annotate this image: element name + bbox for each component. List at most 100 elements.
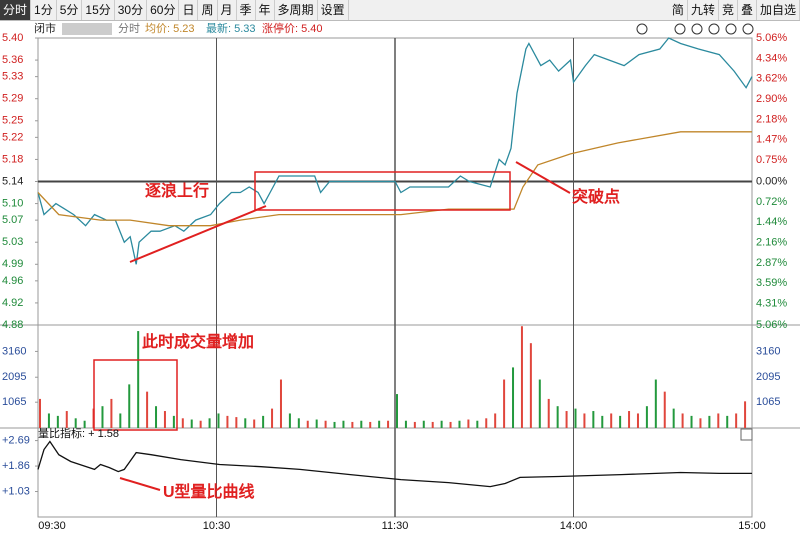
volume-bar — [467, 419, 470, 428]
arrow — [129, 205, 267, 263]
y2-tick-label: 0.00% — [756, 175, 787, 187]
volume-bar — [351, 421, 354, 428]
y2-tick-label: 5.06% — [756, 32, 787, 44]
volume-bar — [699, 418, 702, 428]
limit-price: 涨停价: 5.40 — [262, 21, 323, 35]
y-tick-label: 4.99 — [2, 258, 23, 270]
volume-bar — [449, 421, 452, 428]
volume-bar — [244, 418, 247, 428]
avg-price: 均价: 5.23 — [145, 22, 195, 35]
y2-tick-label: 3.59% — [756, 277, 787, 289]
tab[interactable]: 叠 — [738, 0, 757, 20]
volume-bar — [396, 394, 398, 428]
y2-tick-label: 4.34% — [756, 52, 787, 64]
volume-bar — [172, 415, 175, 428]
y-tick-label: 5.36 — [2, 54, 23, 66]
y-tick-label: 5.29 — [2, 93, 23, 105]
volume-bar — [690, 415, 693, 428]
volume-bar — [744, 401, 747, 428]
y2-tick-label: 1.47% — [756, 134, 787, 146]
y2-tick-label: 2.18% — [756, 114, 787, 126]
y-tick-label: 4.96 — [2, 275, 23, 287]
toolbar-right: 简九转竞叠加自选 — [669, 0, 800, 20]
status: 闭市 — [34, 21, 56, 35]
y2-tick-label: 0.75% — [756, 154, 787, 166]
volume-bar — [663, 391, 666, 428]
volume-bar — [74, 418, 77, 428]
volume-bar — [574, 408, 577, 428]
volume-bar — [217, 413, 220, 428]
volume-bar — [360, 420, 363, 428]
volume-bar — [333, 421, 336, 428]
tab[interactable]: 周 — [198, 0, 218, 20]
volume-bar — [369, 421, 372, 428]
y-tick-label: 1065 — [2, 396, 26, 408]
y-tick-label: 5.03 — [2, 236, 23, 248]
volume-bar — [181, 418, 184, 428]
tab[interactable]: 30分 — [115, 0, 148, 20]
volume-bar — [708, 415, 711, 428]
last-price: 最新: 5.33 — [206, 21, 256, 35]
volume-bar — [431, 421, 434, 428]
tab[interactable]: 多周期 — [275, 0, 318, 20]
volume-bar — [583, 413, 586, 428]
tab[interactable]: 日 — [179, 0, 199, 20]
y-tick-label: +1.86 — [2, 460, 30, 472]
tab[interactable]: 月 — [218, 0, 237, 20]
volume-bar — [342, 420, 345, 428]
tab[interactable]: 加自选 — [757, 0, 800, 20]
volume-bar — [155, 406, 158, 428]
annotation: 此时成交量增加 — [142, 332, 254, 351]
volume-bar — [56, 415, 59, 428]
volume-bar — [440, 420, 443, 428]
tab[interactable]: 简 — [669, 0, 688, 20]
y2-tick-label: 3.62% — [756, 73, 787, 85]
y-tick-label: 5.07 — [2, 214, 23, 226]
y-tick-label: +1.03 — [2, 485, 30, 497]
y-tick-label: +2.69 — [2, 434, 30, 446]
volume-bar — [735, 413, 738, 428]
tab[interactable]: 分时 — [0, 0, 32, 20]
tab[interactable]: 15分 — [82, 0, 115, 20]
volume-bar — [717, 413, 720, 428]
tab[interactable]: 60分 — [147, 0, 180, 20]
tab[interactable]: 九转 — [688, 0, 719, 20]
close-button[interactable] — [740, 428, 753, 441]
tab[interactable]: 季 — [237, 0, 256, 20]
tab[interactable]: 竞 — [719, 0, 738, 20]
volume-bar — [628, 411, 631, 428]
volume-bar — [306, 420, 309, 428]
volume-bar — [110, 398, 113, 428]
x-tick-label: 15:00 — [738, 520, 766, 532]
volume-bar — [636, 413, 639, 428]
volume-bar — [101, 406, 104, 428]
volume-bar — [726, 415, 729, 428]
y2-tick-label: 4.31% — [756, 298, 787, 310]
volume-bar — [235, 417, 238, 428]
mode: 分时 — [118, 22, 140, 35]
y2-tick-label: 2.87% — [756, 257, 787, 269]
volume-bar — [137, 331, 140, 428]
volume-bar — [619, 415, 622, 428]
header-bar — [0, 21, 800, 38]
volume-bar — [422, 420, 425, 428]
annotation: U型量比曲线 — [163, 482, 255, 501]
tab[interactable]: 1分 — [31, 0, 57, 20]
volume-bar — [297, 418, 300, 428]
x-tick-label: 09:30 — [38, 520, 66, 532]
tab[interactable]: 设置 — [318, 0, 349, 20]
y2-tick-label: 0.72% — [756, 196, 787, 208]
volume-bar — [645, 406, 648, 428]
volume-bar — [485, 418, 488, 428]
volume-bar — [529, 343, 532, 428]
y-tick-label: 5.10 — [2, 197, 23, 209]
tab[interactable]: 5分 — [57, 0, 83, 20]
tab[interactable]: 年 — [256, 0, 275, 20]
volume-bar — [556, 406, 559, 428]
y-tick-label: 5.14 — [2, 175, 23, 187]
volume-bar — [83, 420, 86, 428]
volume-bar — [47, 413, 50, 428]
tabs: 分时 1分 5分 15分 30分 60分日周月季年多周期 设置 — [0, 0, 349, 20]
volume-bar — [592, 411, 595, 428]
